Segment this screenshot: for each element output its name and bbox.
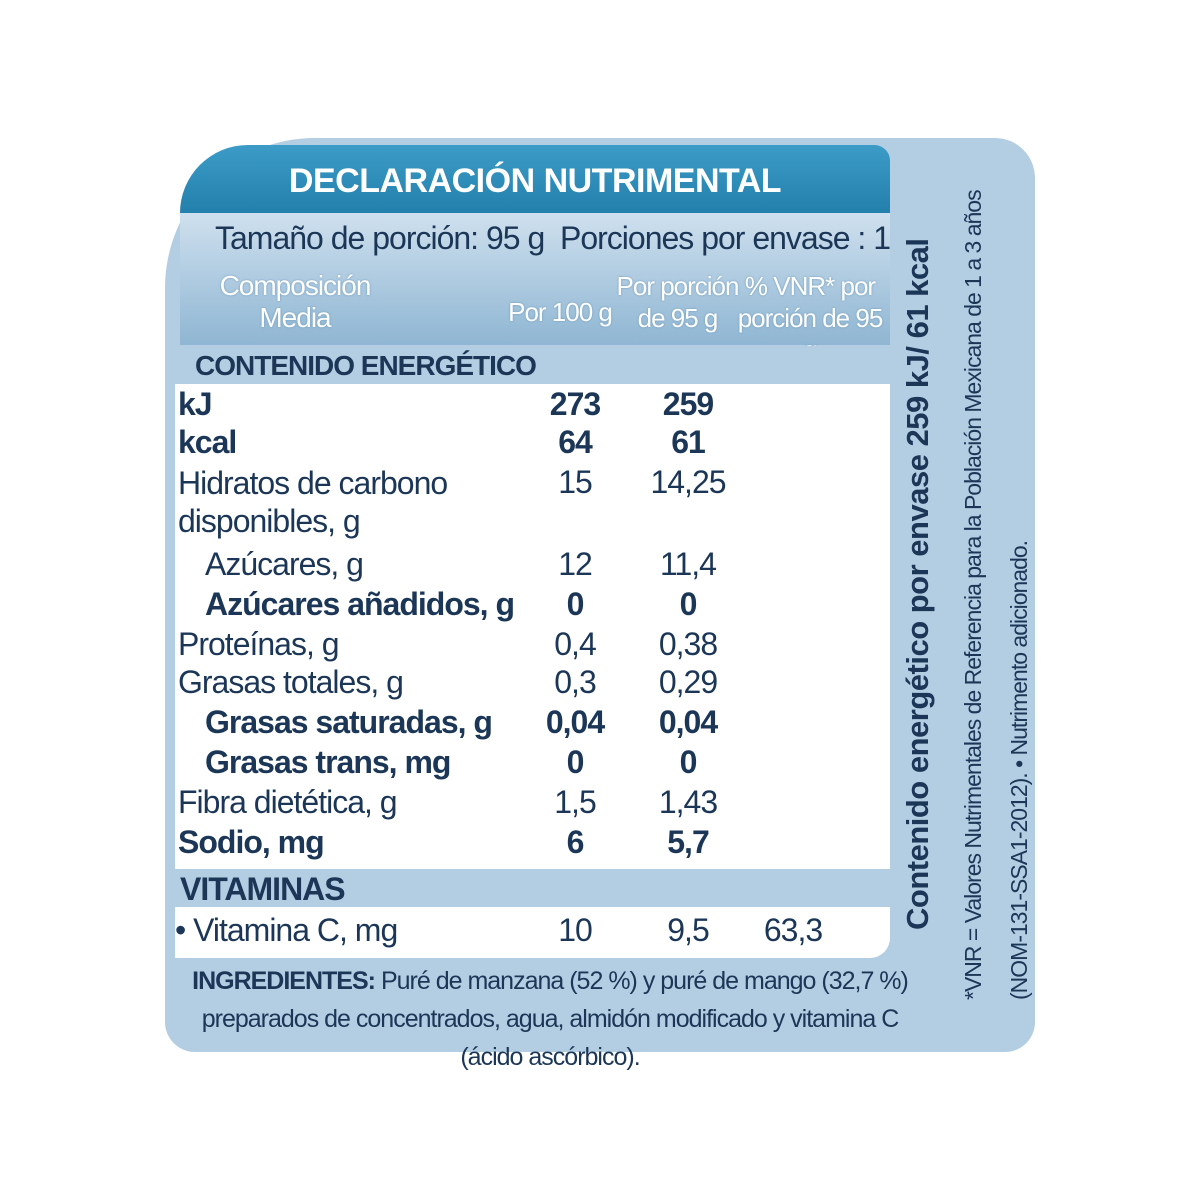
vitamins-section: VITAMINAS xyxy=(175,869,890,907)
row-label: Fibra dietética, g xyxy=(178,784,398,820)
row-value: 0 xyxy=(566,586,585,622)
row-value: 14,25 xyxy=(650,464,726,500)
row-value: 259 xyxy=(662,386,714,422)
ingredients: INGREDIENTES: Puré de manzana (52 %) y p… xyxy=(180,962,920,1076)
energy-section: CONTENIDO ENERGÉTICO xyxy=(175,346,890,384)
row-value: 5,7 xyxy=(667,824,709,860)
row-value: 1,5 xyxy=(554,784,596,820)
row-value: 9,5 xyxy=(667,912,709,948)
row-value: 273 xyxy=(549,386,601,422)
serving-size: Tamaño de porción: 95 g xyxy=(215,220,545,256)
row-value: 6 xyxy=(566,824,585,860)
header-band xyxy=(180,213,890,345)
row-label: Azúcares añadidos, g xyxy=(205,586,515,622)
row-label: Grasas totales, g xyxy=(178,664,404,700)
row-value: 0,29 xyxy=(658,664,718,700)
servings-per-package: Porciones por envase : 1 xyxy=(560,220,891,256)
column-header: Por 100 g xyxy=(508,297,613,327)
column-header: Por porción de 95 g xyxy=(616,271,740,333)
row-value: 0,38 xyxy=(658,626,718,662)
row-value: 0 xyxy=(566,744,585,780)
row-label: kJ xyxy=(178,386,213,422)
row-value: 0,04 xyxy=(658,704,718,740)
row-value: 0,3 xyxy=(554,664,596,700)
column-header: % VNR* por porción de 95 g xyxy=(737,271,884,365)
row-label: Sodio, mg xyxy=(178,824,325,860)
row-value: 12 xyxy=(558,546,593,582)
row-value: 61 xyxy=(671,424,706,460)
row-value: 15 xyxy=(558,464,593,500)
title: DECLARACIÓN NUTRIMENTAL xyxy=(180,145,890,213)
row-value: 1,43 xyxy=(658,784,718,820)
table-body xyxy=(175,380,890,958)
row-label: Hidratos de carbono disponibles, g xyxy=(178,465,448,539)
row-value: 0 xyxy=(679,744,698,780)
row-label: Grasas trans, mg xyxy=(205,744,451,780)
row-value: 10 xyxy=(558,912,593,948)
row-value: 64 xyxy=(558,424,593,460)
column-header: Composición Media xyxy=(219,270,372,333)
side-energy: Contenido energético por envase 259 kJ/ … xyxy=(900,238,935,930)
row-value: 0 xyxy=(679,586,698,622)
row-label: Proteínas, g xyxy=(178,626,340,662)
row-label: Azúcares, g xyxy=(205,546,364,582)
row-value: 11,4 xyxy=(660,546,717,582)
row-value: 0,4 xyxy=(554,626,596,662)
row-value: 63,3 xyxy=(763,912,823,948)
ingredients-label: INGREDIENTES: xyxy=(192,967,376,995)
row-label: kcal xyxy=(178,424,237,460)
footnote: *VNR = Valores Nutrimentales de Referenc… xyxy=(960,190,1032,1000)
row-label: • Vitamina C, mg xyxy=(175,912,398,948)
row-label: Grasas saturadas, g xyxy=(205,704,493,740)
row-value: 0,04 xyxy=(545,704,605,740)
ingredients-text: Puré de manzana (52 %) y puré de mango (… xyxy=(201,967,909,1071)
